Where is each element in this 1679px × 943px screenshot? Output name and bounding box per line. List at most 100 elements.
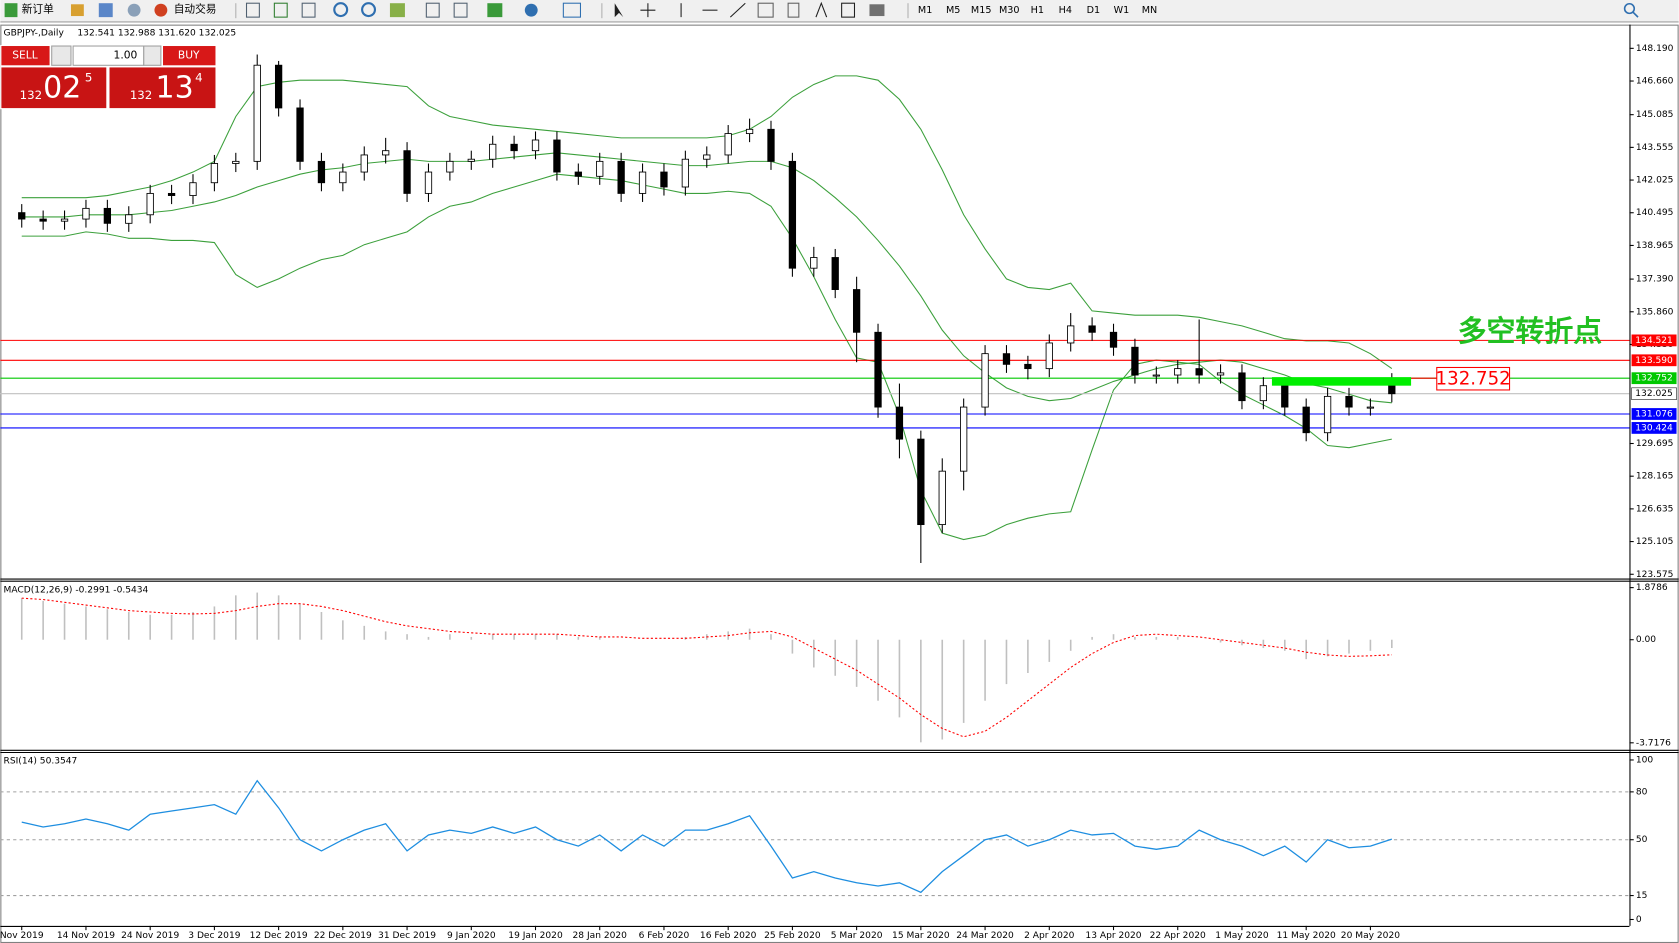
y-tick-label: 148.190 xyxy=(1636,44,1674,54)
candle-body xyxy=(981,353,989,408)
candle-body xyxy=(1281,385,1289,408)
toolbar-icon[interactable] xyxy=(245,2,260,18)
timeframe-button[interactable]: H4 xyxy=(1059,5,1072,16)
level-label: 133.590 xyxy=(1635,356,1673,366)
y-tick-label: 100 xyxy=(1636,755,1654,765)
lot-up[interactable] xyxy=(143,45,162,66)
toolbar-icon[interactable] xyxy=(98,3,113,18)
annotation: 多空转折点 xyxy=(1458,314,1603,348)
cursor-tool[interactable] xyxy=(614,3,624,18)
candle-body xyxy=(446,160,454,173)
indicators-button[interactable] xyxy=(487,3,503,18)
candle-body xyxy=(60,218,69,222)
indicator-title: GBPJPY-,Daily xyxy=(4,29,65,39)
toolbar-icon[interactable] xyxy=(70,4,84,17)
y-tick-label: 145.085 xyxy=(1636,110,1674,120)
y-tick-label: 142.025 xyxy=(1636,176,1674,186)
timeframe-button[interactable]: MN xyxy=(1142,5,1158,16)
candle-body xyxy=(82,207,90,220)
x-tick-label: 3 Dec 2019 xyxy=(188,931,240,941)
buy-price-box[interactable] xyxy=(109,67,216,109)
search-button[interactable] xyxy=(1623,2,1636,15)
y-tick-label: 0.00 xyxy=(1636,635,1656,645)
toolbar-icon[interactable] xyxy=(389,3,405,18)
current-price-label: 132.025 xyxy=(1635,389,1673,399)
buy-label: BUY xyxy=(178,49,200,62)
shapes-tool[interactable] xyxy=(869,4,885,17)
zoom-in[interactable] xyxy=(333,2,349,18)
channel-tool[interactable] xyxy=(757,2,774,18)
level-label-bg xyxy=(1631,334,1677,347)
timeframe-button[interactable]: M1 xyxy=(918,5,932,16)
sell-price-prefix: 132 xyxy=(20,88,42,102)
timeframe-button[interactable]: W1 xyxy=(1114,5,1130,16)
timeframe-button[interactable]: M30 xyxy=(999,5,1020,16)
candle-body xyxy=(189,182,197,196)
crosshair-tool[interactable] xyxy=(640,3,656,18)
bollinger-band xyxy=(21,75,1393,370)
candle-body xyxy=(103,207,112,224)
candle-body xyxy=(382,150,390,156)
timeframe-button[interactable]: M5 xyxy=(946,5,960,16)
candle-body xyxy=(810,257,818,269)
new-order-icon xyxy=(4,3,18,18)
candle-body xyxy=(253,64,261,162)
x-tick-label: 5 Mar 2020 xyxy=(831,931,883,941)
templates-button[interactable] xyxy=(562,2,582,18)
zoom-out[interactable] xyxy=(361,2,377,18)
timeframe-button[interactable]: M15 xyxy=(971,5,992,16)
candle-body xyxy=(553,139,561,173)
candle-body xyxy=(1195,368,1203,376)
toolbar-icon[interactable] xyxy=(273,2,288,18)
sell-label: SELL xyxy=(12,49,37,62)
sell-button[interactable] xyxy=(1,46,50,66)
candle-body xyxy=(1088,325,1096,333)
sell-price-box[interactable] xyxy=(1,67,107,109)
auto-trading-button[interactable]: 自动交易 xyxy=(154,3,216,17)
candle-body xyxy=(1045,342,1053,370)
label-tool[interactable] xyxy=(841,2,856,18)
timeframe-button[interactable]: D1 xyxy=(1087,5,1101,16)
buy-price-prefix: 132 xyxy=(130,88,152,102)
buy-button[interactable] xyxy=(163,46,216,66)
candle-body xyxy=(232,160,240,164)
level-label-bg xyxy=(1631,422,1677,434)
candle-body xyxy=(39,218,47,222)
text-tool[interactable] xyxy=(815,1,828,18)
y-tick-label: 126.635 xyxy=(1636,504,1674,514)
toolbar-icon[interactable] xyxy=(127,3,141,17)
toolbar-icon[interactable] xyxy=(301,2,316,18)
candle-body xyxy=(296,107,304,162)
candle-body xyxy=(274,64,283,109)
candle-body xyxy=(1174,368,1182,376)
trendline-tool[interactable] xyxy=(729,2,746,18)
timeframe-button[interactable]: H1 xyxy=(1031,5,1044,16)
lot-value: 1.00 xyxy=(114,49,138,62)
candle-body xyxy=(1002,353,1011,365)
y-tick-label: 135.860 xyxy=(1636,307,1674,317)
y-tick-label: 1.8786 xyxy=(1636,583,1668,593)
fibo-tool[interactable] xyxy=(787,2,800,18)
candle-body xyxy=(1323,395,1332,434)
lot-down[interactable] xyxy=(51,45,72,66)
candle-body xyxy=(1345,395,1353,408)
candle-body xyxy=(360,154,368,173)
new-order-button[interactable]: 新订单 xyxy=(4,3,55,18)
level-label-bg xyxy=(1631,354,1677,367)
candle-body xyxy=(638,171,647,194)
toolbar-icon[interactable] xyxy=(453,2,468,18)
period-button[interactable] xyxy=(524,3,538,17)
chart-ohlc: 132.541 132.988 131.620 132.025 xyxy=(77,29,236,39)
candle-body xyxy=(617,160,625,194)
candle-body xyxy=(938,470,946,526)
candle-body xyxy=(1302,406,1310,434)
candle-body xyxy=(574,171,582,177)
x-tick-label: 31 Dec 2019 xyxy=(378,931,436,941)
sell-price-pip: 5 xyxy=(85,71,92,85)
new-order-label: 新订单 xyxy=(22,3,54,16)
x-tick-label: 2 Apr 2020 xyxy=(1024,931,1075,941)
toolbar-icon[interactable] xyxy=(425,2,440,18)
buy-price-big: 13 xyxy=(156,70,194,105)
